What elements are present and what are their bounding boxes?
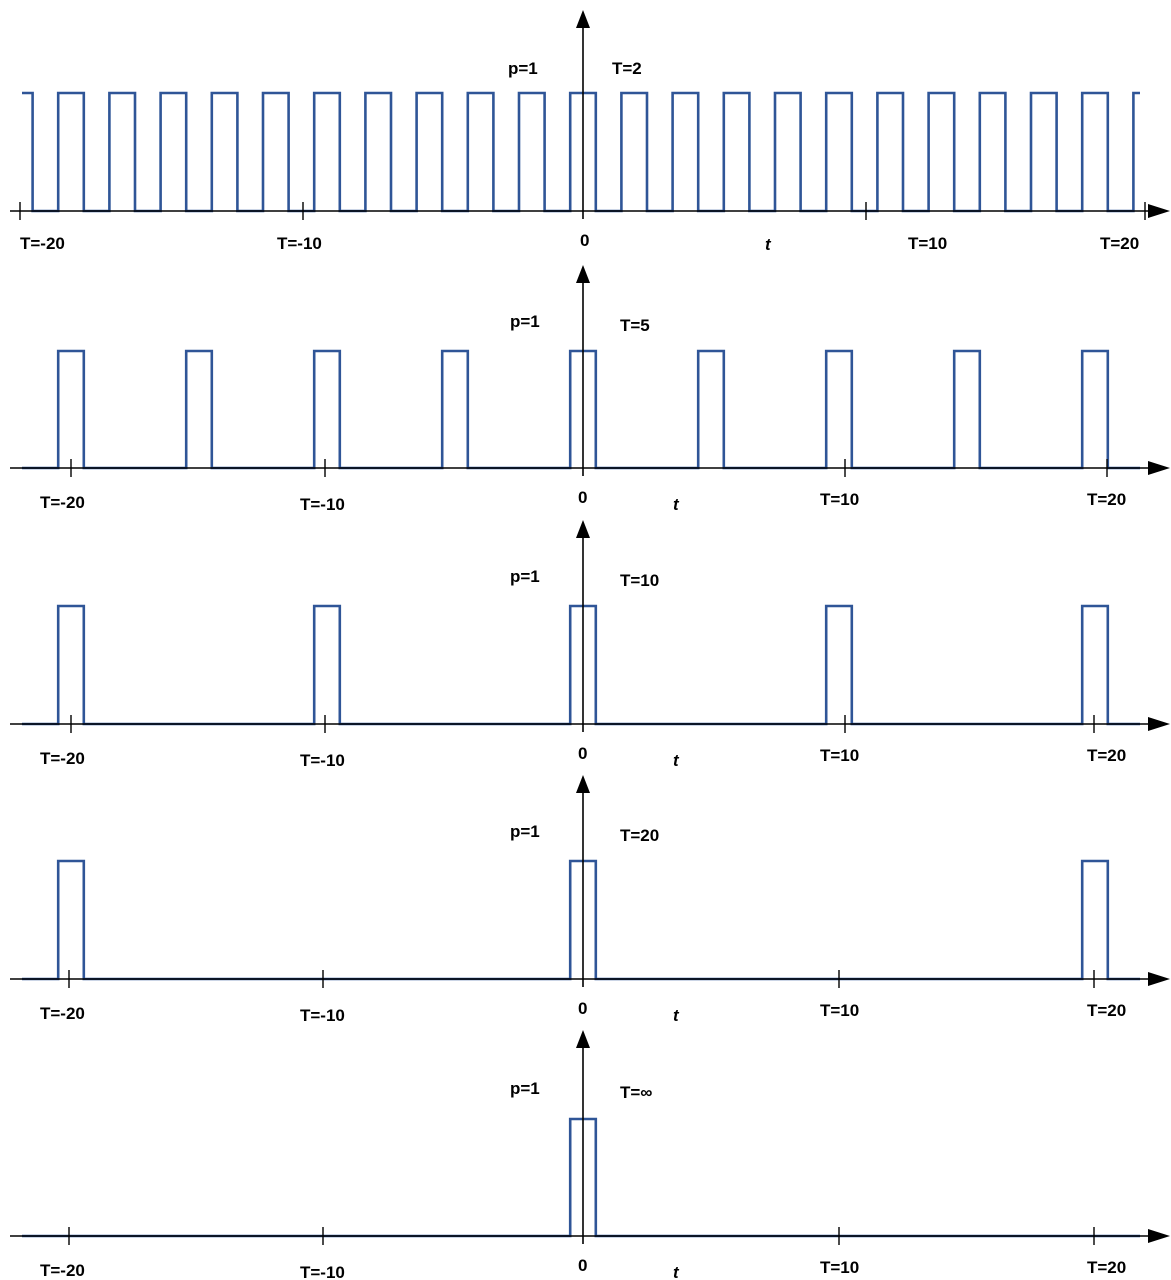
time-axis-arrow-icon [1148,1229,1170,1243]
time-axis-label: t [673,1006,680,1025]
tick-label: T=20 [1087,746,1126,765]
amplitude-axis-arrow-icon [576,265,590,283]
tick-label: T=10 [820,1258,859,1277]
tick-label: T=20 [1087,1258,1126,1277]
panel-3: p=1 T=10 T=-20 T=-10 T=10 T=20 0 t [10,520,1170,770]
origin-label: 0 [578,1256,587,1275]
time-axis-label: t [673,1263,680,1280]
amplitude-axis-arrow-icon [576,10,590,28]
time-axis-arrow-icon [1148,972,1170,986]
amplitude-axis-arrow-icon [576,775,590,793]
time-axis-label: t [673,495,680,514]
panel-5: p=1 T=∞ T=-20 T=-10 T=10 T=20 0 t [10,1030,1170,1280]
tick-label: T=-10 [300,495,345,514]
pulse-waveform [22,91,1140,213]
amplitude-label: p=1 [510,822,540,841]
panel-4: p=1 T=20 T=-20 T=-10 T=10 T=20 0 t [10,775,1170,1025]
origin-label: 0 [578,744,587,763]
time-axis-label: t [673,751,680,770]
origin-label: 0 [578,488,587,507]
tick-label: T=10 [820,490,859,509]
tick-label: T=-20 [20,234,65,253]
period-label: T=10 [620,571,659,590]
tick-label: T=10 [908,234,947,253]
panels-group: p=1 T=2 T=-20 T=-10 T=10 T=20 0 t p=1 T=5 T=-20 T=-… [10,10,1170,1280]
amplitude-axis-arrow-icon [576,520,590,538]
period-label: T=∞ [620,1083,652,1102]
time-axis-label: t [765,235,772,254]
amplitude-label: p=1 [508,59,538,78]
panel-1: p=1 T=2 T=-20 T=-10 T=10 T=20 0 t [10,10,1170,254]
period-label: T=5 [620,316,650,335]
tick-label: T=10 [820,746,859,765]
amplitude-label: p=1 [510,567,540,586]
time-axis-arrow-icon [1148,461,1170,475]
amplitude-label: p=1 [510,1079,540,1098]
time-axis-arrow-icon [1148,717,1170,731]
panel-2: p=1 T=5 T=-20 T=-10 T=10 T=20 0 t [10,265,1170,514]
tick-label: T=-20 [40,1004,85,1023]
tick-label: T=20 [1087,1001,1126,1020]
amplitude-axis-arrow-icon [576,1030,590,1048]
pulse-waveform [22,859,1140,981]
tick-label: T=-10 [300,751,345,770]
time-axis-arrow-icon [1148,204,1170,218]
tick-label: T=20 [1087,490,1126,509]
pulse-waveform [22,604,1140,726]
pulse-waveform [22,1117,1140,1238]
tick-label: T=-10 [277,234,322,253]
period-label: T=20 [620,826,659,845]
tick-label: T=-10 [300,1006,345,1025]
tick-label: T=-10 [300,1263,345,1280]
amplitude-label: p=1 [510,312,540,331]
tick-label: T=-20 [40,1261,85,1280]
tick-label: T=-20 [40,493,85,512]
origin-label: 0 [578,999,587,1018]
pulse-waveform [22,349,1140,470]
origin-label: 0 [580,231,589,250]
tick-label: T=-20 [40,749,85,768]
tick-label: T=20 [1100,234,1139,253]
tick-label: T=10 [820,1001,859,1020]
period-label: T=2 [612,59,642,78]
